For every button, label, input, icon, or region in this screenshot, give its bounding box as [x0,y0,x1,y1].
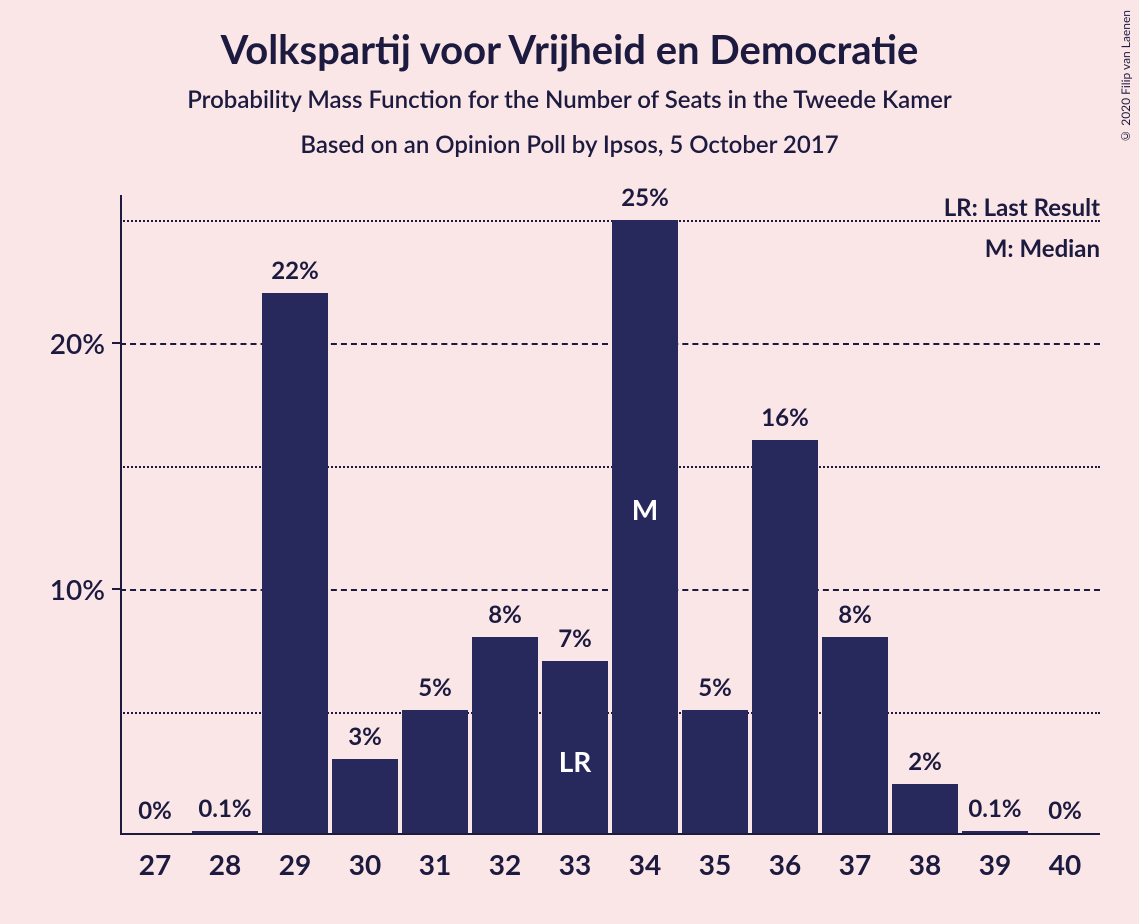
x-tick-label: 35 [699,847,731,881]
bar-value-label: 25% [621,183,669,212]
x-tick-label: 33 [559,847,591,881]
median-marker: M [632,492,658,526]
bar-value-label: 0.1% [968,794,1021,823]
bar-value-label: 22% [271,256,319,285]
x-tick-label: 32 [489,847,521,881]
bar [962,831,1027,833]
bar [192,831,257,833]
copyright-text: © 2020 Filip van Laenen [1118,10,1133,144]
bar-value-label: 0% [1048,796,1082,825]
bar [822,637,887,833]
bar-value-label: 2% [908,747,942,776]
last-result-marker: LR [559,744,592,778]
x-tick-label: 36 [769,847,801,881]
x-tick-label: 34 [629,847,661,881]
x-tick-label: 27 [139,847,171,881]
bar [332,759,397,833]
y-tick-label: 20% [25,326,105,360]
bar-value-label: 7% [558,624,592,653]
x-tick-label: 29 [279,847,311,881]
x-tick-label: 39 [979,847,1011,881]
x-axis [120,833,1100,835]
bar [262,293,327,833]
chart-container: Volkspartij voor Vrijheid en Democratie … [0,0,1139,924]
chart-plot-area: LR: Last Result M: Median 10%20% 0%0.1%2… [120,195,1100,835]
x-tick-label: 38 [909,847,941,881]
x-tick-label: 37 [839,847,871,881]
bar-value-label: 5% [698,673,732,702]
chart-title: Volkspartij voor Vrijheid en Democratie [50,25,1089,73]
bar-value-label: 16% [761,403,809,432]
x-tick-label: 40 [1049,847,1081,881]
y-tick-mark [112,342,120,344]
bars-group: 0%0.1%22%3%5%8%7%LR25%M5%16%8%2%0.1%0% [120,195,1100,833]
bar [892,784,957,833]
y-tick-mark [112,588,120,590]
bar [682,710,747,833]
bar [752,440,817,833]
chart-subtitle-1: Probability Mass Function for the Number… [50,85,1089,114]
chart-subtitle-2: Based on an Opinion Poll by Ipsos, 5 Oct… [50,130,1089,159]
x-tick-label: 31 [419,847,451,881]
x-tick-label: 28 [209,847,241,881]
bar [402,710,467,833]
x-tick-label: 30 [349,847,381,881]
bar-value-label: 3% [348,722,382,751]
bar-value-label: 8% [838,600,872,629]
bar [472,637,537,833]
bar-value-label: 5% [418,673,452,702]
y-tick-label: 10% [25,572,105,606]
bar-value-label: 0.1% [198,794,251,823]
bar-value-label: 0% [138,796,172,825]
bar-value-label: 8% [488,600,522,629]
